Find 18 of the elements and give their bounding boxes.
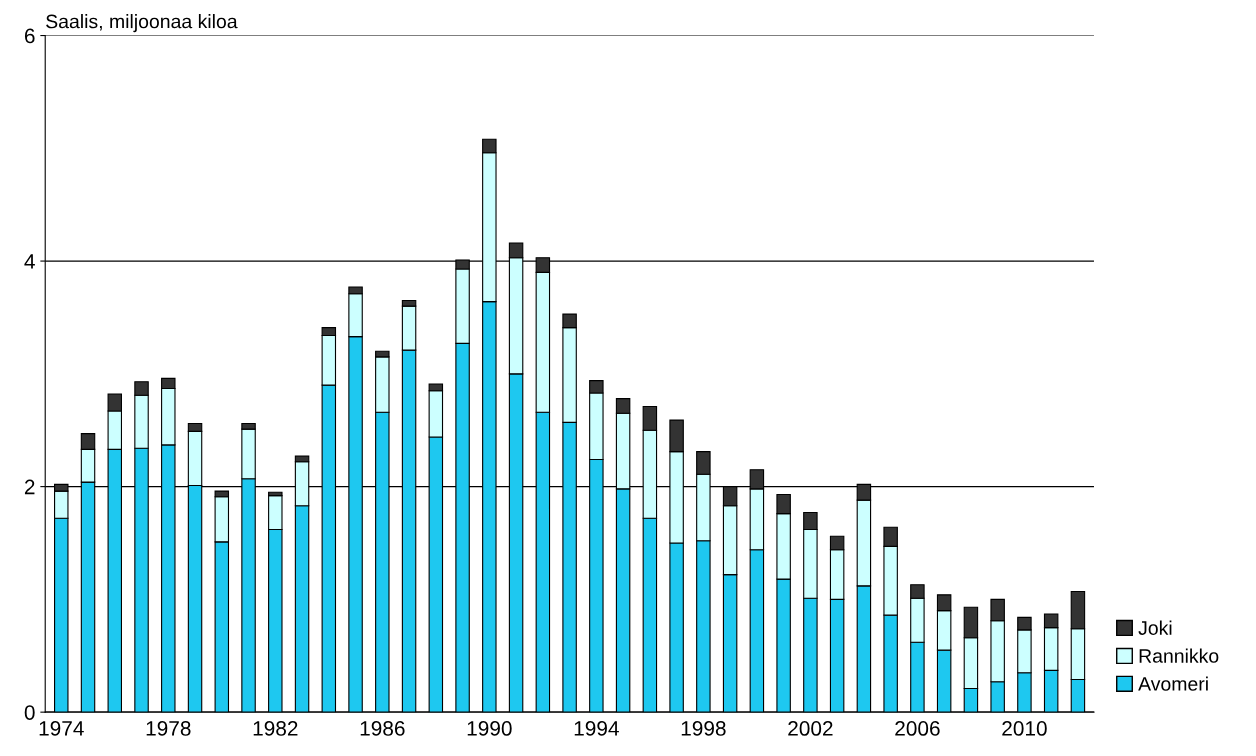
x-tick-label: 1998 <box>681 721 726 736</box>
x-tick-label: 1994 <box>574 721 619 736</box>
y-tick-label: 2 <box>24 479 35 495</box>
legend-label: Rannikko <box>1139 648 1219 663</box>
x-tick-label: 1982 <box>253 721 298 736</box>
x-tick-label: 2006 <box>895 721 940 736</box>
x-tick-label: 1978 <box>146 721 191 736</box>
legend-label: Avomeri <box>1138 676 1208 691</box>
x-tick-label: 2002 <box>788 721 833 736</box>
y-axis-title: Saalis, miljoonaa kiloa <box>46 14 238 33</box>
legend-label: Joki <box>1138 620 1172 635</box>
x-tick-label: 1986 <box>360 721 405 736</box>
x-tick-label: 2010 <box>1002 721 1047 736</box>
x-tick-label: 1990 <box>467 721 512 736</box>
y-tick-label: 6 <box>24 28 35 44</box>
x-tick-label: 1974 <box>39 721 84 736</box>
y-tick-label: 4 <box>24 254 35 269</box>
y-tick-label: 0 <box>24 705 35 720</box>
